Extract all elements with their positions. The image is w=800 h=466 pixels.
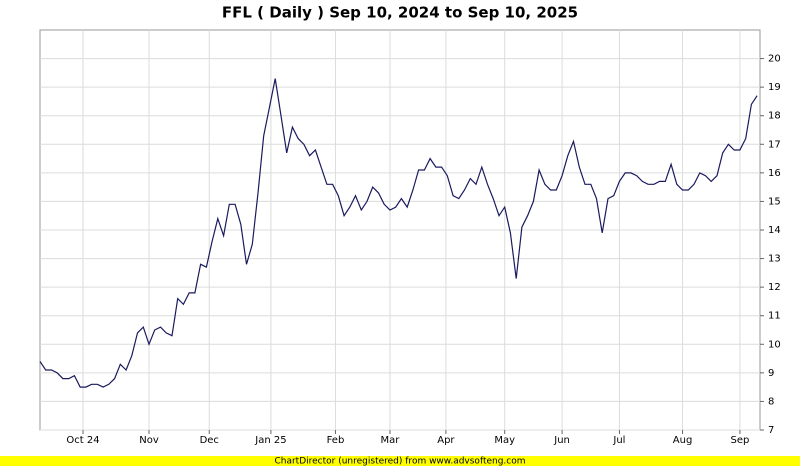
x-tick-label: Oct 24 [66,435,99,446]
y-tick-label: 16 [768,168,781,179]
y-tick-label: 18 [768,111,781,122]
x-tick-label: Jun [553,435,570,446]
y-tick-label: 20 [768,54,781,65]
x-tick-label: Nov [139,435,159,446]
y-tick-label: 10 [768,339,781,350]
y-tick-label: 14 [768,225,781,236]
y-tick-label: 15 [768,196,781,207]
x-tick-label: Feb [327,435,345,446]
x-tick-label: Jul [612,435,625,446]
x-tick-label: Apr [437,435,455,446]
y-tick-label: 17 [768,139,781,150]
x-tick-label: Aug [673,435,693,446]
price-line [39,78,758,388]
y-tick-label: 19 [768,82,781,93]
y-tick-label: 8 [768,396,774,407]
footer-band [0,456,800,466]
y-tick-label: 7 [768,425,774,436]
y-tick-label: 11 [768,311,781,322]
chart-title: FFL ( Daily ) Sep 10, 2024 to Sep 10, 20… [222,4,578,22]
footer: ChartDirector (unregistered) from www.ad… [274,457,525,466]
x-tick-label: Sep [730,435,749,446]
x-tick-label: Jan 25 [254,435,286,446]
x-tick-label: May [494,435,515,446]
x-tick-label: Dec [200,435,219,446]
y-tick-label: 12 [768,282,781,293]
x-tick-label: Mar [381,435,401,446]
y-tick-label: 13 [768,254,781,265]
y-tick-label: 9 [768,368,774,379]
